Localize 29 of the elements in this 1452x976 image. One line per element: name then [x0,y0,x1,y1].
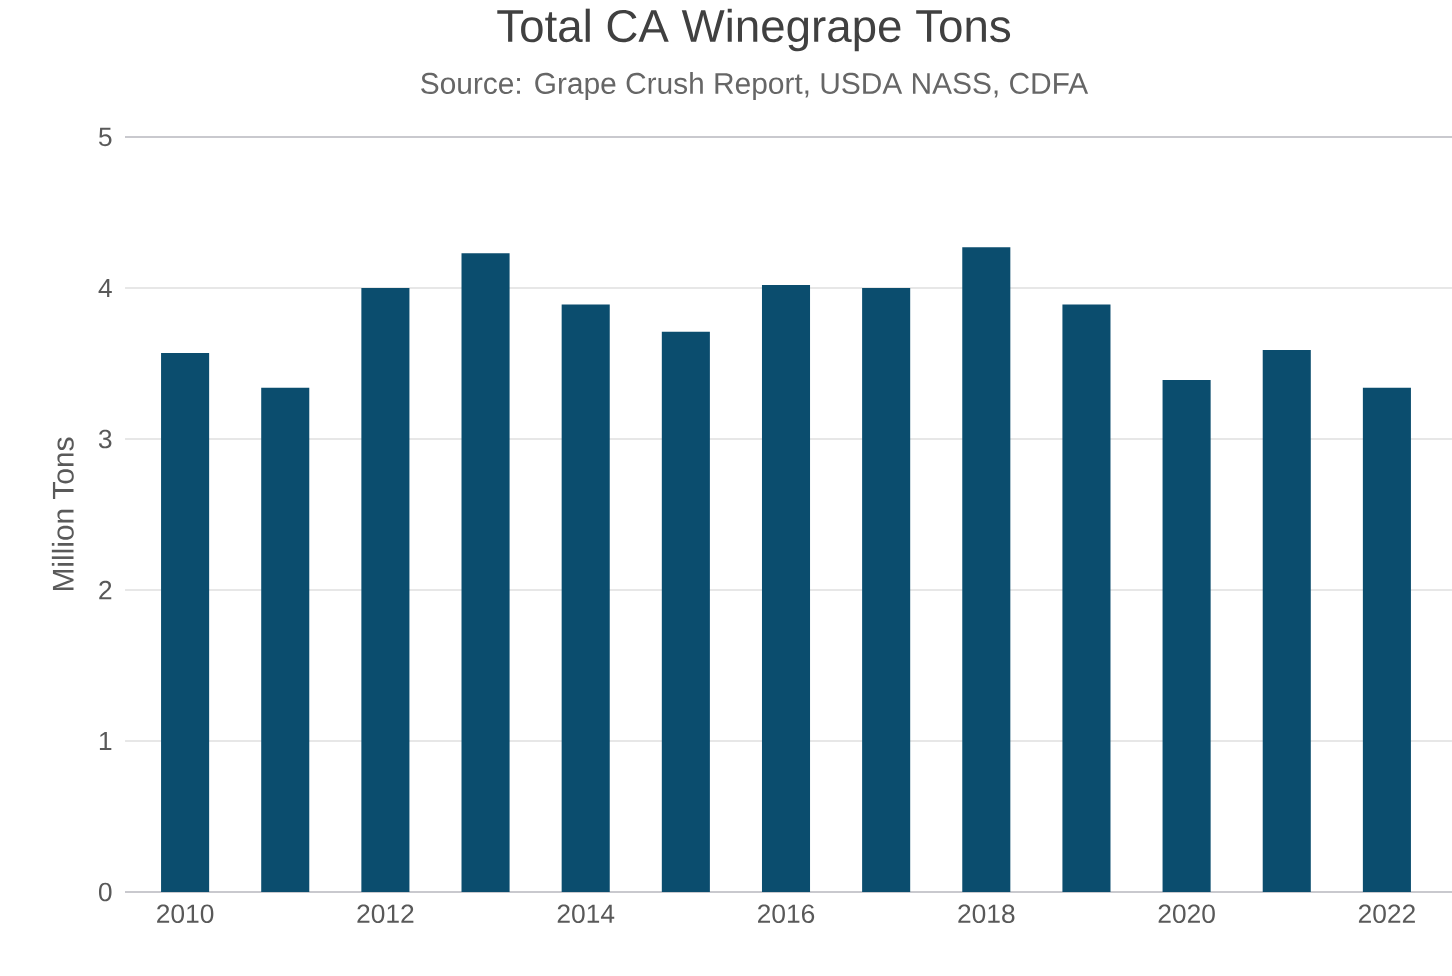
y-tick-label: 3 [98,429,112,449]
bar [862,287,911,892]
bar [1262,349,1311,892]
bar [1362,387,1411,892]
x-tick-label: 2018 [958,904,1015,924]
y-tick-label: 2 [99,580,112,600]
y-tick-label: 1 [99,731,112,751]
x-tick-label: 2016 [758,904,815,924]
bar [1162,380,1211,892]
y-axis-title: Million Tons [51,437,74,591]
bar [461,253,510,892]
chart-title: Total CA Winegrape Tons [497,8,1011,52]
bar [761,284,811,892]
x-tick-label: 2010 [157,904,214,924]
bar [261,387,310,892]
y-tick-label: 4 [98,278,112,298]
bar [962,247,1011,892]
x-tick-label: 2014 [557,904,615,924]
bar [1062,304,1111,892]
y-tick-label: 5 [98,127,112,147]
bar [561,304,610,892]
x-tick-label: 2020 [1158,904,1215,924]
x-tick-label: 2012 [357,904,414,924]
bar [161,352,210,892]
y-tick-label: 0 [98,882,112,902]
bar [661,331,710,892]
bar [361,287,410,892]
chart-subtitle: Source: Grape Crush Report, USDA NASS, CDFA [421,72,1089,100]
x-tick-label: 2022 [1358,904,1415,924]
